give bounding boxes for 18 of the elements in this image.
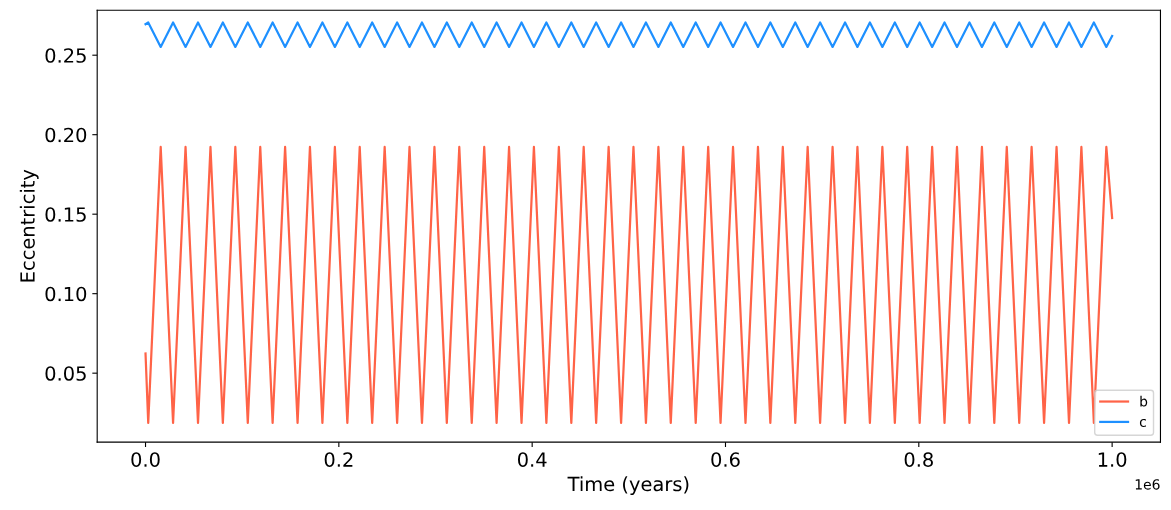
y-tick-label: 0.20 [45, 127, 87, 143]
y-tick-label: 0.25 [45, 48, 86, 63]
x-tick-label: 0.6 [711, 452, 740, 467]
y-tick-label: 0.05 [45, 366, 86, 381]
x-axis-title: Time (years) [567, 476, 689, 496]
y-tick-label: 0.10 [45, 286, 87, 302]
x-tick-label: 0.2 [324, 452, 353, 467]
x-tick-label: 0.4 [517, 452, 547, 467]
line-series [144, 145, 1114, 425]
legend-label: c [1139, 419, 1146, 427]
y-tick-label: 0.15 [45, 207, 86, 222]
legend-label: b [1140, 395, 1148, 407]
x-tick-label: 0.0 [131, 452, 160, 467]
text: 1e6 [1135, 479, 1160, 490]
x-tick-label: 0.8 [904, 452, 933, 467]
y-axis-title: Eccentricity [19, 169, 39, 282]
x-tick-label: 1.0 [1098, 452, 1127, 467]
line-series [144, 21, 1114, 49]
